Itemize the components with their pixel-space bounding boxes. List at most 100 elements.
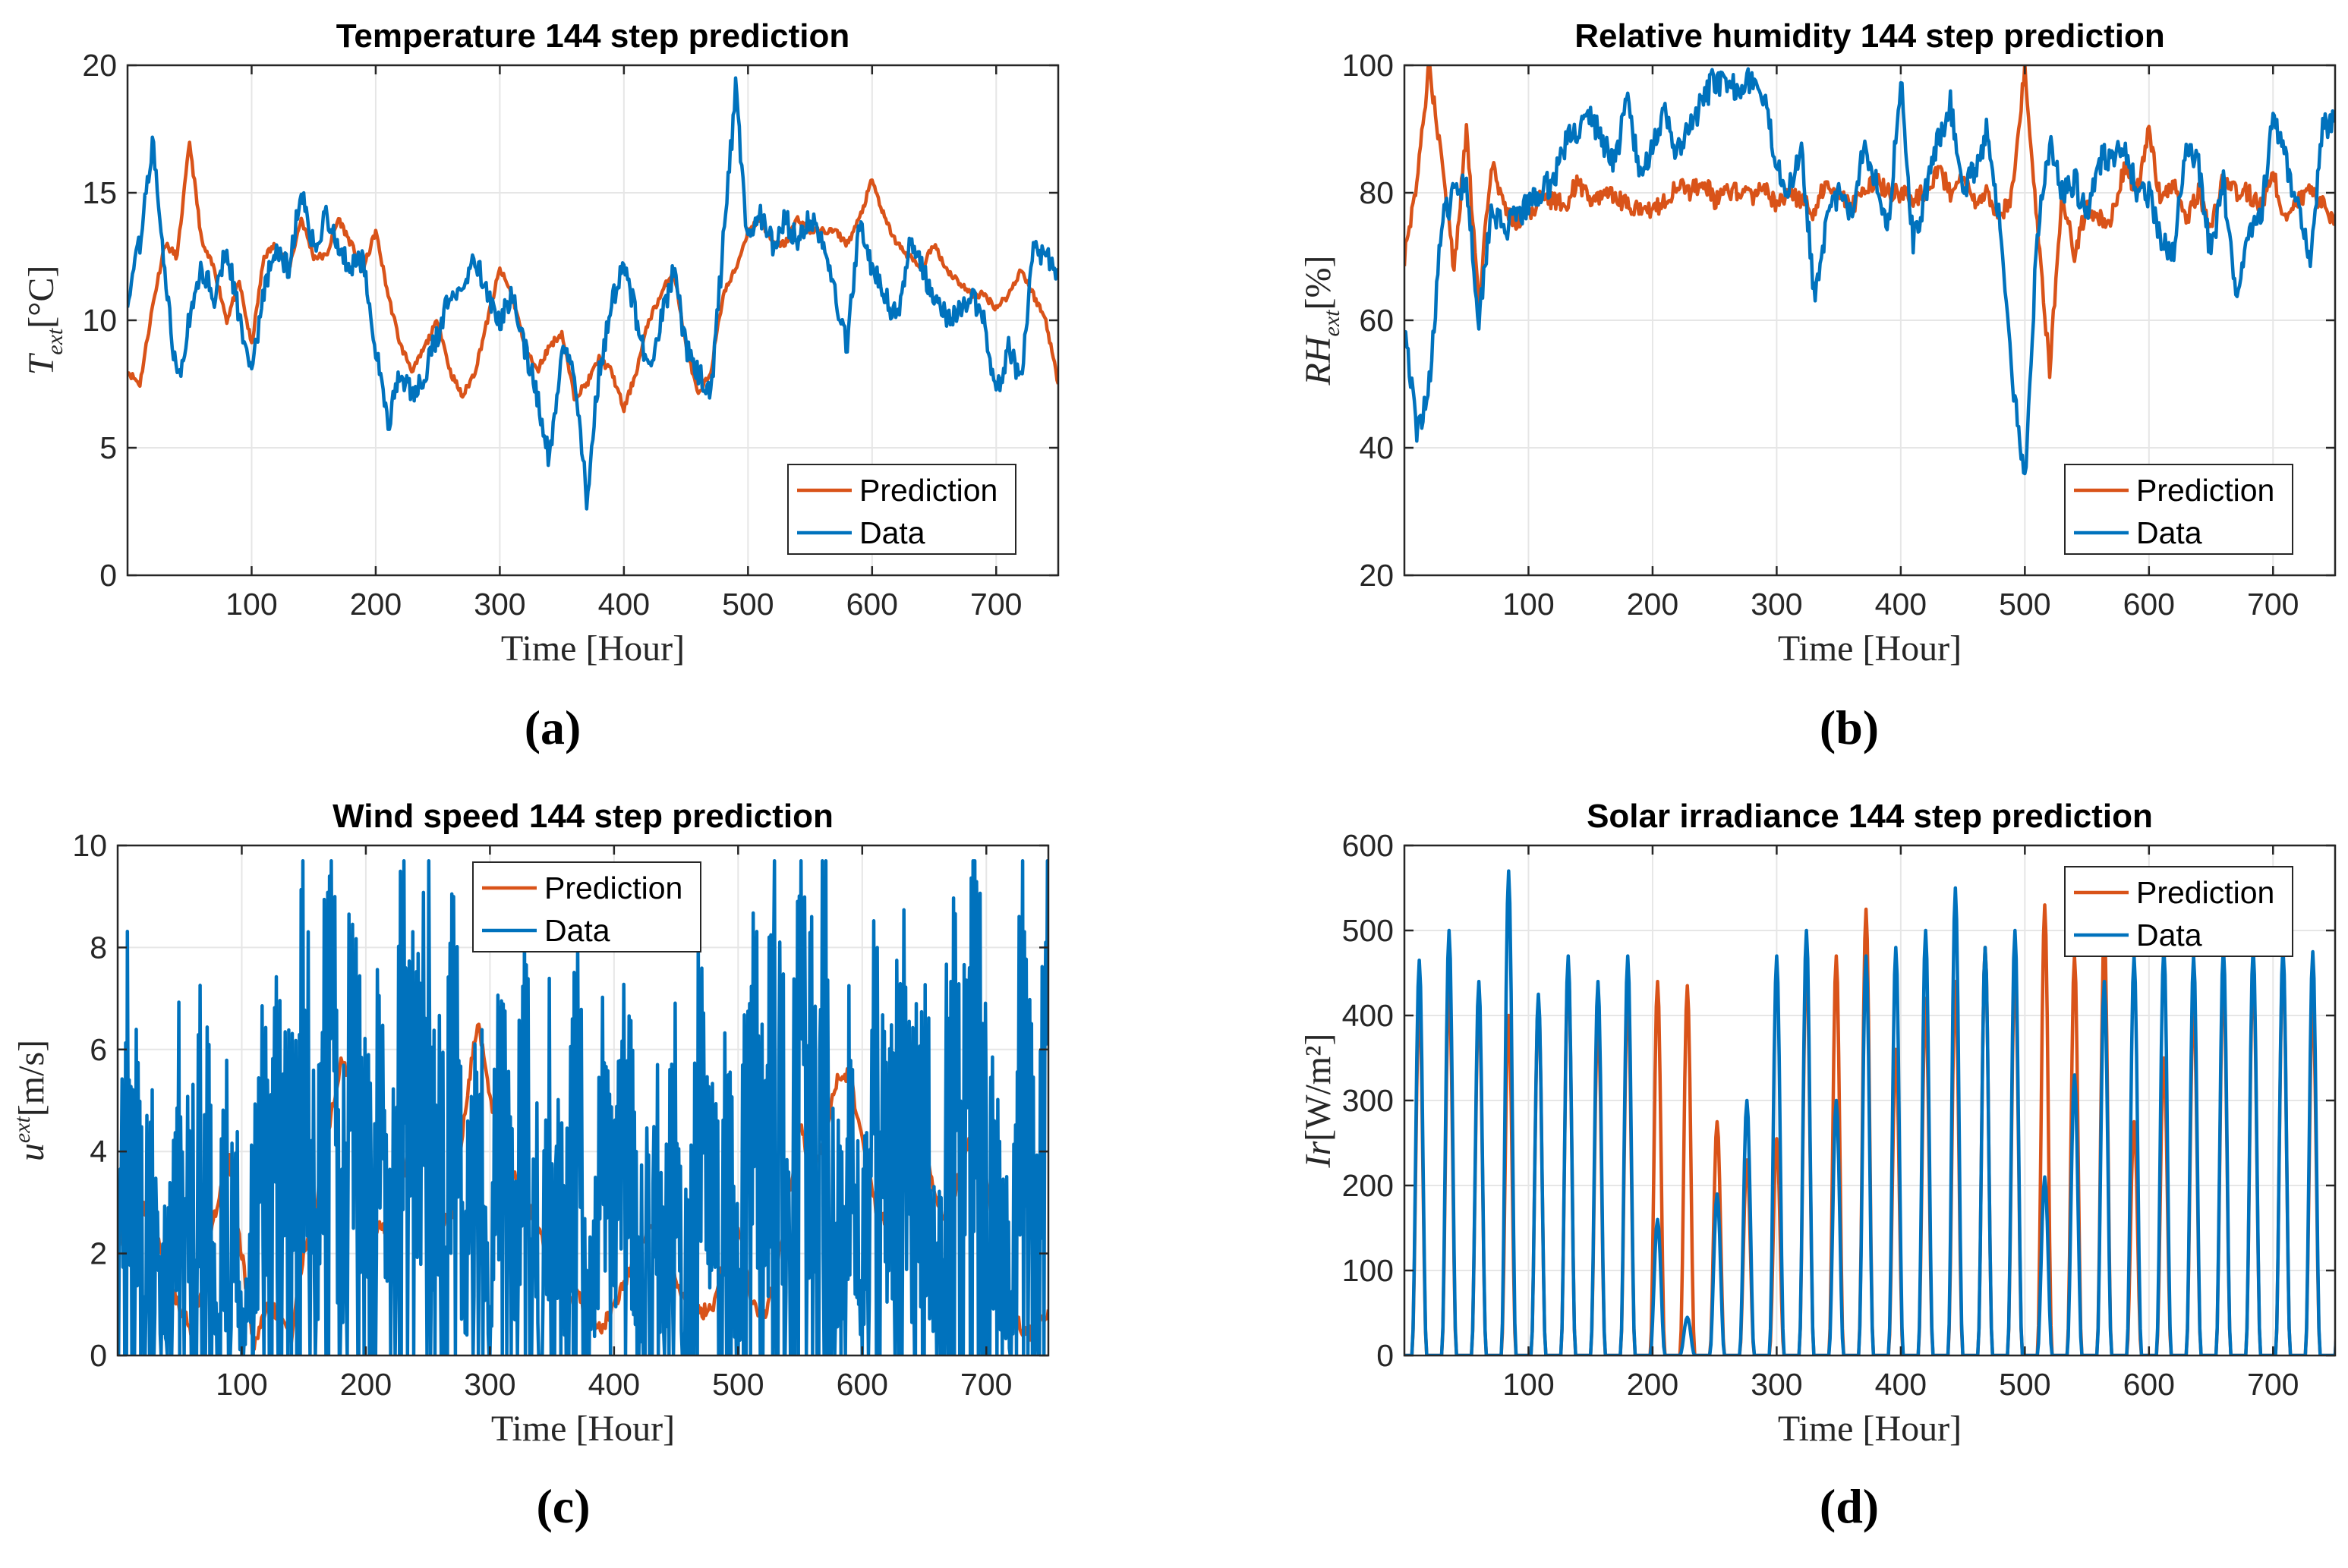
legend: Prediction Data: [787, 464, 1016, 555]
chart-title: Solar irradiance 144 step prediction: [1587, 798, 2153, 835]
panel-label: (c): [536, 1479, 590, 1533]
y-axis-label-symbol: T: [21, 352, 61, 375]
x-tick-label: 400: [1875, 1367, 1927, 1402]
panel-label: (b): [1820, 701, 1879, 754]
y-axis-label-unit: [%]: [1298, 256, 1338, 310]
legend-label-prediction: Prediction: [2136, 473, 2274, 508]
series-prediction-line: [1404, 903, 2335, 1355]
y-tick-label: 0: [90, 1338, 107, 1373]
series-data-line: [118, 858, 1048, 1355]
chart-d: 100 200 300 400 500 600 700 0 100 200 300 400 500 600…: [1298, 798, 2337, 1533]
y-axis-label-index: ext: [1319, 310, 1344, 337]
y-tick-label: 2: [90, 1236, 107, 1271]
y-axis-label: uext[m/s]: [10, 1040, 52, 1161]
legend: Prediction Data: [472, 861, 701, 952]
y-axis-label-symbol: Ir: [1298, 1141, 1338, 1169]
y-tick-label: 8: [90, 930, 107, 965]
plot-area: [1404, 869, 2335, 1355]
y-axis-label-unit: [W/m²]: [1298, 1033, 1338, 1141]
series-data-line: [1404, 67, 2335, 476]
y-tick-label: 0: [99, 558, 117, 593]
x-tick-label: 700: [2247, 587, 2299, 622]
x-axis-label: Time [Hour]: [491, 1409, 675, 1449]
legend-label-prediction: Prediction: [2136, 875, 2274, 910]
y-tick-label: 10: [72, 828, 107, 863]
y-tick-label: 4: [90, 1134, 107, 1169]
x-tick-label: 400: [598, 587, 650, 622]
x-tick-label: 200: [1627, 587, 1678, 622]
y-tick-label: 60: [1359, 303, 1394, 338]
legend-box: [2064, 464, 2293, 555]
x-tick-label: 500: [1999, 587, 2050, 622]
y-axis-label: Text[°C]: [21, 266, 68, 376]
y-axis-label: RHext[%]: [1298, 256, 1344, 386]
x-tick-label: 500: [712, 1367, 764, 1402]
series-prediction-line: [1404, 65, 2335, 379]
legend-label-data: Data: [2136, 515, 2202, 550]
x-tick-label: 300: [474, 587, 525, 622]
chart-b: 100 200 300 400 500 600 700 20 40 60 80 100 Relative…: [1298, 17, 2337, 754]
x-tick-label: 400: [1875, 587, 1927, 622]
y-axis-label-unit: [°C]: [21, 266, 61, 329]
y-tick-label: 5: [99, 430, 117, 465]
x-tick-label: 600: [846, 587, 898, 622]
legend-label-data: Data: [544, 913, 610, 948]
legend-box: [787, 464, 1016, 555]
chart-title: Temperature 144 step prediction: [336, 17, 850, 55]
x-tick-label: 100: [1502, 587, 1554, 622]
legend-label-data: Data: [859, 515, 925, 550]
y-axis-label-index: ext: [43, 328, 68, 355]
y-axis-label-symbol: u: [11, 1143, 52, 1161]
plot-area: [128, 76, 1058, 511]
x-tick-label: 100: [225, 587, 277, 622]
y-tick-label: 15: [82, 175, 117, 210]
y-tick-label: 100: [1342, 1253, 1394, 1288]
series-data-line: [128, 76, 1058, 511]
chart-c: 100 200 300 400 500 600 700 0 2 4 6 8 10 Wind speed 1…: [10, 798, 1050, 1533]
x-axis-label: Time [Hour]: [1778, 1409, 1962, 1449]
x-tick-label: 100: [1502, 1367, 1554, 1402]
x-tick-label: 600: [2123, 1367, 2175, 1402]
legend: Prediction Data: [2064, 464, 2293, 555]
x-tick-label: 300: [464, 1367, 515, 1402]
legend-label-prediction: Prediction: [544, 871, 682, 905]
y-tick-label: 200: [1342, 1168, 1394, 1203]
y-tick-label: 10: [82, 303, 117, 338]
legend-box: [2064, 866, 2293, 957]
x-tick-label: 700: [960, 1367, 1012, 1402]
x-axis-label: Time [Hour]: [501, 628, 685, 669]
y-tick-label: 6: [90, 1032, 107, 1067]
x-tick-label: 600: [837, 1367, 888, 1402]
legend: Prediction Data: [2064, 866, 2293, 957]
y-tick-label: 0: [1376, 1338, 1394, 1373]
y-axis-label-symbol: RH: [1298, 335, 1338, 386]
plot-area: [118, 858, 1048, 1355]
x-tick-label: 100: [216, 1367, 267, 1402]
panel-label: (d): [1820, 1479, 1879, 1533]
legend-label-data: Data: [2136, 918, 2202, 952]
chart-title: Wind speed 144 step prediction: [333, 798, 834, 835]
y-tick-label: 400: [1342, 998, 1394, 1033]
y-tick-label: 300: [1342, 1083, 1394, 1118]
chart-a: 100 200 300 400 500 600 700 0 5 10 15 20 Temperature…: [21, 17, 1060, 754]
axes-box: [116, 844, 1050, 1357]
y-axis-label: Ir[W/m²]: [1298, 1033, 1338, 1168]
y-tick-label: 20: [1359, 558, 1394, 593]
y-tick-label: 100: [1342, 48, 1394, 83]
y-tick-label: 40: [1359, 430, 1394, 465]
plot-area: [1404, 65, 2335, 476]
y-axis-label-unit: [m/s]: [11, 1040, 52, 1116]
legend-box: [472, 861, 701, 952]
x-tick-label: 200: [1627, 1367, 1678, 1402]
x-tick-label: 200: [350, 587, 402, 622]
y-tick-label: 80: [1359, 175, 1394, 210]
chart-title: Relative humidity 144 step prediction: [1574, 17, 2165, 55]
y-axis-label-index: ext: [10, 1116, 35, 1144]
x-tick-label: 300: [1751, 587, 1802, 622]
x-tick-label: 600: [2123, 587, 2175, 622]
legend-label-prediction: Prediction: [859, 473, 998, 508]
y-tick-label: 600: [1342, 828, 1394, 863]
x-tick-label: 500: [1999, 1367, 2050, 1402]
x-axis-label: Time [Hour]: [1778, 628, 1962, 669]
